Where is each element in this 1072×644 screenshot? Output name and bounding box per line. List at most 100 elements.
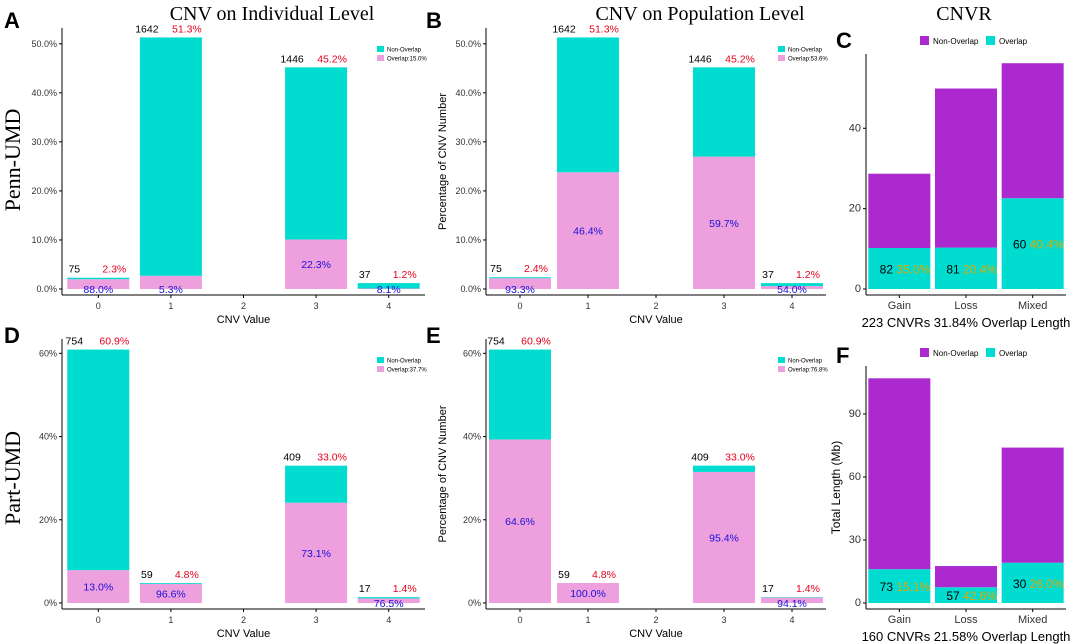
bar-non-overlap	[67, 277, 130, 280]
x-tick-label: 0	[517, 615, 522, 625]
bar-overlap-pct-label: 54.0%	[777, 284, 807, 296]
bar-overlap-pct-label: 26.0%	[1030, 577, 1064, 591]
bar-overlap	[557, 583, 619, 603]
bar-overlap	[868, 248, 931, 289]
bar-overlap	[935, 247, 997, 289]
y-tick-label: 40%	[463, 432, 481, 442]
bar-count-label: 60	[1013, 238, 1027, 252]
y-tick-label: 20.0%	[31, 186, 57, 196]
legend-swatch-overlap	[377, 366, 384, 372]
bar-total-pct-label: 1.4%	[796, 583, 820, 595]
bar-total-pct-label: 4.8%	[592, 569, 616, 581]
y-tick-label: 0%	[44, 598, 57, 608]
bar-total-pct-label: 60.9%	[99, 336, 129, 348]
row-label-part-umd: Part-UMD	[0, 431, 25, 525]
bar-count-label: 1446	[688, 53, 712, 65]
bar-overlap-pct-label: 5.3%	[159, 284, 183, 296]
bar-non-overlap	[357, 597, 420, 599]
x-axis-title-a: CNV Value	[217, 314, 271, 326]
legend-label-non-overlap: Non-Overlap	[387, 359, 422, 365]
bar-non-overlap	[67, 349, 130, 571]
legend-swatch-non-overlap	[377, 357, 384, 363]
legend-swatch-non-overlap	[778, 46, 785, 52]
bar-overlap-pct-label: 20.4%	[963, 262, 997, 276]
bar-overlap	[67, 570, 130, 603]
panel-letter-c: C	[836, 28, 852, 53]
bar-count-label: 1446	[280, 53, 304, 65]
x-tick-label: 1	[585, 615, 590, 625]
bar-count-label: 409	[691, 452, 709, 464]
bar-count-label: 754	[487, 336, 505, 348]
bar-overlap-pct-label: 13.0%	[83, 582, 113, 594]
bar-count-label: 37	[762, 269, 774, 281]
x-tick-label: 1	[168, 301, 173, 311]
bar-total-pct-label: 1.2%	[393, 269, 417, 281]
bar-overlap	[693, 471, 755, 603]
bar-overlap	[139, 583, 202, 603]
bar-count-label: 82	[880, 263, 894, 277]
y-tick-label: 50.0%	[31, 39, 57, 49]
x-tick-label: 3	[721, 615, 726, 625]
y-tick-label: 20	[849, 203, 861, 215]
bar-overlap	[693, 156, 755, 289]
y-tick-label: 20.0%	[455, 186, 481, 196]
bar-non-overlap	[761, 283, 823, 287]
y-tick-label: 30	[849, 534, 861, 546]
bar-overlap-pct-label: 22.3%	[301, 259, 331, 271]
bar-count-label: 59	[558, 569, 570, 581]
x-tick-label: 3	[314, 615, 319, 625]
bar-total-pct-label: 51.3%	[589, 23, 619, 35]
legend-label-overlap: Overlap	[999, 349, 1028, 358]
bar-overlap-pct-label: 93.3%	[505, 284, 535, 296]
bar-overlap-pct-label: 42.6%	[963, 589, 997, 603]
bar-overlap-pct-label: 76.5%	[374, 598, 404, 610]
bar-overlap-pct-label: 35.0%	[896, 263, 930, 277]
bar-total-pct-label: 2.3%	[102, 264, 126, 276]
y-tick-label: 60	[849, 471, 861, 483]
bar-overlap-pct-label: 59.7%	[709, 218, 739, 230]
y-tick-label: 30.0%	[31, 137, 57, 147]
bar-non-overlap	[557, 37, 619, 173]
y-tick-label: 60%	[463, 348, 481, 358]
x-tick-label: 4	[386, 301, 391, 311]
title-individual-level: CNV on Individual Level	[170, 3, 375, 25]
y-tick-label: 20%	[463, 515, 481, 525]
legend-label-overlap: Overlap:53.6%	[788, 57, 828, 63]
y-tick-label: 10.0%	[31, 235, 57, 245]
bar-non-overlap	[285, 67, 348, 240]
row-label-penn-umd: Penn-UMD	[0, 109, 25, 212]
bar-overlap-pct-label: 15.1%	[896, 580, 930, 594]
bar-count-label: 57	[946, 589, 960, 603]
x-tick-label: Mixed	[1018, 614, 1047, 626]
bar-overlap	[1001, 562, 1064, 603]
legend-swatch-non-overlap	[377, 46, 384, 52]
bar-overlap-pct-label: 96.6%	[156, 588, 186, 600]
y-tick-label: 40%	[39, 432, 57, 442]
legend-label-non-overlap: Non-Overlap	[387, 48, 422, 54]
x-tick-label: 3	[314, 301, 319, 311]
x-tick-label: 0	[96, 301, 101, 311]
y-tick-label: 40.0%	[455, 88, 481, 98]
bar-non-overlap	[489, 349, 551, 440]
bar-count-label: 37	[359, 269, 371, 281]
legend-swatch-overlap	[377, 55, 384, 61]
bar-non-overlap	[868, 378, 931, 570]
y-tick-label: 40.0%	[31, 88, 57, 98]
legend-swatch-overlap	[986, 36, 995, 45]
title-cnvr: CNVR	[936, 3, 992, 25]
panel-letter-b: B	[426, 8, 442, 33]
x-tick-label: Gain	[888, 300, 911, 312]
x-tick-label: 0	[517, 301, 522, 311]
legend-swatch-overlap	[778, 55, 785, 61]
bar-overlap	[761, 597, 823, 603]
legend-swatch-overlap	[986, 348, 995, 357]
bar-non-overlap	[489, 277, 551, 279]
x-tick-label: 2	[241, 301, 246, 311]
x-tick-label: 2	[653, 615, 658, 625]
y-axis-title-e: Percentage of CNV Number	[437, 405, 449, 542]
bar-non-overlap	[935, 88, 997, 248]
x-tick-label: Loss	[954, 300, 978, 312]
title-population-level: CNV on Population Level	[595, 3, 805, 25]
bar-overlap-pct-label: 40.4%	[1030, 238, 1064, 252]
